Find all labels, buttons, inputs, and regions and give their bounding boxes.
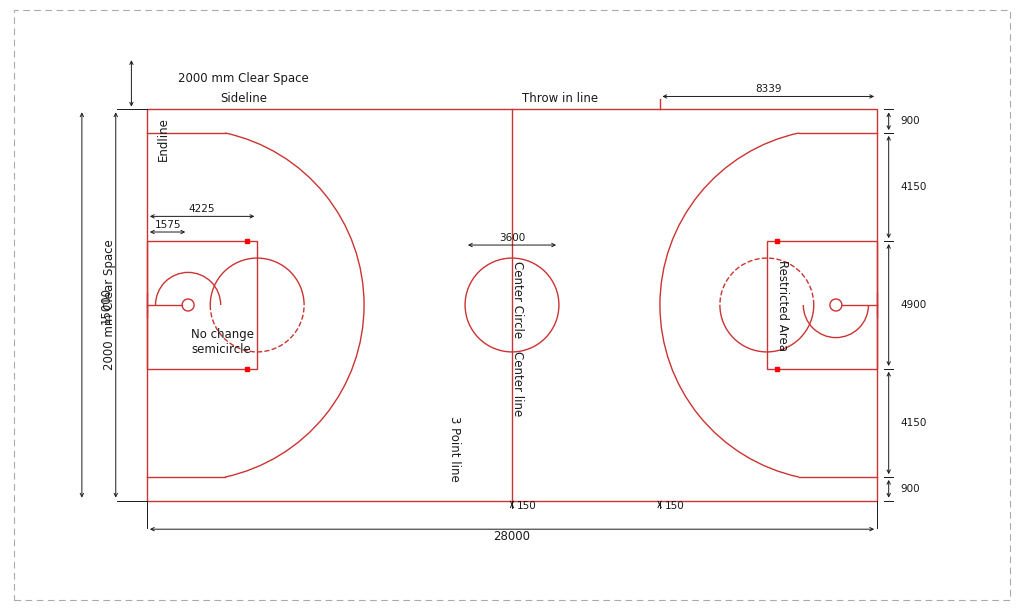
Bar (245, 367, 249, 371)
Text: 150: 150 (665, 501, 684, 511)
Text: No change
semicircle: No change semicircle (191, 328, 254, 356)
Text: Center line: Center line (511, 351, 524, 416)
Text: 28000: 28000 (494, 530, 530, 543)
Text: 2000 mm Clear Space: 2000 mm Clear Space (178, 72, 309, 85)
Text: Endline: Endline (157, 117, 170, 161)
Text: 2000 mm Clear Space: 2000 mm Clear Space (103, 240, 116, 370)
Bar (775, 367, 779, 371)
Text: Throw in line: Throw in line (522, 92, 599, 105)
Text: 900: 900 (900, 484, 920, 493)
Text: 900: 900 (900, 117, 920, 126)
Bar (245, 239, 249, 243)
Text: 4150: 4150 (900, 418, 927, 428)
Text: 4150: 4150 (900, 182, 927, 192)
Text: Center Circle: Center Circle (511, 261, 524, 339)
Text: 4900: 4900 (900, 300, 927, 310)
Text: Restricted Area: Restricted Area (776, 259, 788, 351)
Text: 4225: 4225 (188, 204, 215, 213)
Bar (775, 239, 779, 243)
Text: 15000: 15000 (100, 287, 113, 323)
Bar (767, 241, 877, 369)
Text: 1575: 1575 (155, 220, 181, 230)
Text: Sideline: Sideline (220, 92, 267, 105)
Text: 8339: 8339 (755, 84, 781, 94)
Text: 3600: 3600 (499, 233, 525, 243)
Text: 3 Point line: 3 Point line (449, 415, 461, 481)
Bar (147, 109, 877, 501)
Bar (147, 241, 257, 369)
Text: 150: 150 (517, 501, 537, 511)
